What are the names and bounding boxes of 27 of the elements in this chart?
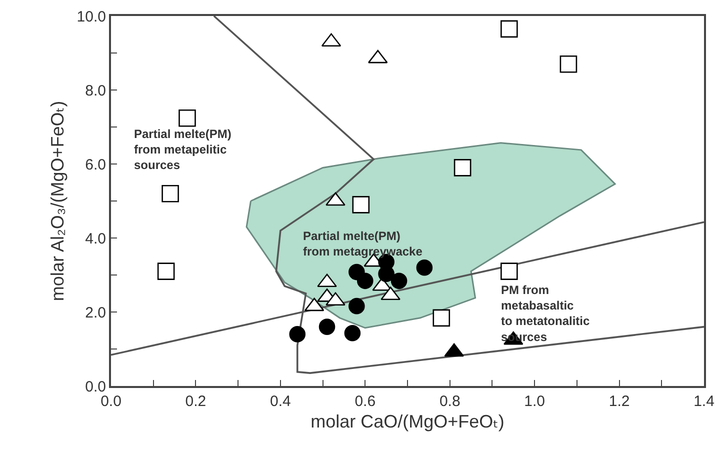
- x-tick-label: 0.6: [354, 393, 376, 410]
- y-tick-label: 2.0: [85, 304, 106, 322]
- point: [318, 318, 336, 335]
- point: [416, 259, 433, 276]
- x-tick-label: 0.8: [439, 393, 460, 410]
- point: [390, 272, 408, 290]
- x-tick-label: 0.0: [100, 393, 122, 410]
- point: [348, 298, 365, 314]
- y-tick-label: 10.0: [76, 8, 106, 26]
- y-tick-label: 0.0: [85, 378, 106, 396]
- x-tick-label: 1.2: [608, 393, 630, 410]
- point: [356, 272, 374, 290]
- x-tick-label: 0.4: [270, 393, 291, 410]
- x-axis-title: molar CaO/(MgO+FeOₜ): [310, 412, 504, 432]
- annotation: Partial melte(PM) from metagreywacke: [303, 229, 423, 259]
- y-tick-label: 6.0: [85, 156, 106, 174]
- point: [344, 324, 361, 342]
- point: [352, 196, 370, 214]
- point: [454, 159, 472, 176]
- point: [289, 326, 306, 342]
- x-tick-label: 1.4: [694, 393, 714, 410]
- y-tick-label: 8.0: [85, 82, 106, 100]
- annotation: Partial melte(PM) from metapelitic sources: [134, 127, 232, 172]
- x-tick-label: 1.0: [524, 393, 545, 410]
- y-tick-label: 4.0: [85, 230, 106, 248]
- y-axis-title: molar Al₂O₃/(MgO+FeOₜ): [47, 100, 68, 302]
- x-tick-label: 0.2: [185, 393, 206, 410]
